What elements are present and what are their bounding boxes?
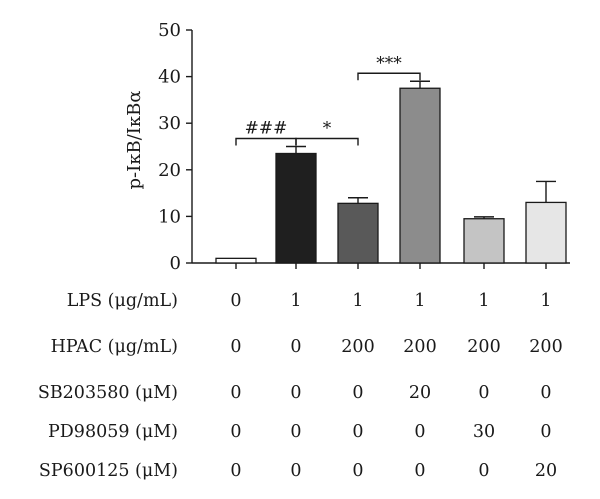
y-tick-label: 10 xyxy=(158,206,181,227)
treatment-cell: 1 xyxy=(290,291,301,311)
treatment-cell: 20 xyxy=(409,383,431,403)
treatment-cell: 20 xyxy=(535,461,557,481)
treatment-cell: 0 xyxy=(230,383,241,403)
treatment-cell: 0 xyxy=(478,461,489,481)
significance-bracket xyxy=(235,137,297,146)
treatment-cell: 0 xyxy=(540,422,551,442)
y-axis-label: p-IκB/IκBα xyxy=(124,91,145,190)
treatment-cell: 200 xyxy=(529,337,562,357)
bar xyxy=(215,257,257,264)
treatment-cell: 0 xyxy=(352,422,363,442)
y-tick-label: 50 xyxy=(158,20,181,41)
treatment-cell: 0 xyxy=(478,383,489,403)
treatment-cell: 0 xyxy=(230,461,241,481)
treatment-cell: 0 xyxy=(230,422,241,442)
significance-bracket xyxy=(357,72,421,81)
treatment-cell: 1 xyxy=(478,291,489,311)
treatment-cell: 0 xyxy=(290,422,301,442)
axes: 0 10 20 30 40 50 xyxy=(158,20,570,274)
treatment-cell: 200 xyxy=(403,337,436,357)
treatment-row-label: LPS (μg/mL) xyxy=(67,291,178,311)
treatment-cell: 0 xyxy=(230,291,241,311)
treatment-cell: 200 xyxy=(467,337,500,357)
bar xyxy=(525,201,567,264)
treatment-cell: 0 xyxy=(414,461,425,481)
y-tick-label: 30 xyxy=(158,113,181,134)
significance-label: *** xyxy=(376,53,402,73)
treatment-cell: 0 xyxy=(352,383,363,403)
treatment-cell: 0 xyxy=(540,383,551,403)
bars xyxy=(215,80,567,264)
treatment-cell: 0 xyxy=(230,337,241,357)
treatment-row-label: SP600125 (μM) xyxy=(39,461,178,481)
y-tick-label: 0 xyxy=(170,253,181,274)
treatment-row-label: SB203580 (μM) xyxy=(38,383,178,403)
significance-label: * xyxy=(323,119,332,139)
treatment-row-label: PD98059 (μM) xyxy=(48,422,178,442)
y-tick-label: 20 xyxy=(158,160,181,181)
y-tick-label: 40 xyxy=(158,67,181,88)
bar xyxy=(463,218,505,264)
treatment-cell: 30 xyxy=(473,422,495,442)
treatment-row-label: HPAC (μg/mL) xyxy=(51,337,178,357)
bar xyxy=(399,87,441,264)
treatment-cell: 1 xyxy=(540,291,551,311)
significance-annotations: ### **** xyxy=(235,53,421,146)
bar xyxy=(275,152,317,264)
significance-bracket xyxy=(295,137,359,146)
treatment-cell: 0 xyxy=(414,422,425,442)
treatment-cell: 1 xyxy=(352,291,363,311)
treatment-cell: 0 xyxy=(290,383,301,403)
treatment-cell: 0 xyxy=(352,461,363,481)
treatment-cell: 0 xyxy=(290,337,301,357)
treatment-cell: 0 xyxy=(290,461,301,481)
bar xyxy=(337,202,379,264)
significance-label: ### xyxy=(245,119,288,139)
treatment-cell: 200 xyxy=(341,337,374,357)
treatment-cell: 1 xyxy=(414,291,425,311)
